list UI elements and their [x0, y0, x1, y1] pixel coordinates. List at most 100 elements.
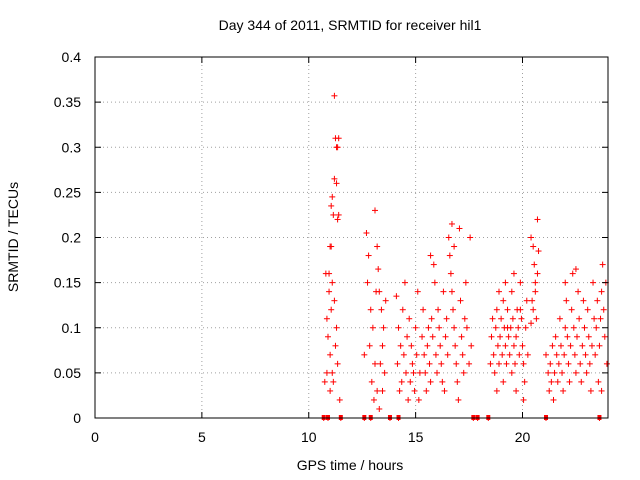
data-point	[394, 360, 401, 367]
data-point	[499, 351, 506, 358]
data-point	[420, 306, 427, 313]
data-point	[379, 387, 386, 394]
data-point	[518, 315, 525, 322]
data-point	[583, 369, 590, 376]
data-point	[396, 387, 403, 394]
data-point	[437, 342, 444, 349]
data-point	[563, 297, 570, 304]
data-point	[426, 360, 433, 367]
data-point	[594, 297, 601, 304]
data-point	[397, 342, 404, 349]
data-point	[329, 193, 336, 200]
data-point	[460, 369, 467, 376]
data-point	[493, 387, 500, 394]
data-point	[331, 175, 338, 182]
data-point	[374, 387, 381, 394]
data-point	[506, 351, 513, 358]
data-point	[503, 360, 510, 367]
data-point	[461, 315, 468, 322]
y-tick-label: 0.25	[54, 184, 81, 200]
data-point	[456, 225, 463, 232]
data-point	[445, 234, 452, 241]
data-point	[572, 369, 579, 376]
data-point	[519, 342, 526, 349]
data-point	[375, 266, 382, 273]
data-point	[556, 315, 563, 322]
data-point	[559, 369, 566, 376]
data-point	[528, 320, 535, 327]
data-point	[364, 279, 371, 286]
data-point	[326, 270, 333, 277]
data-point	[457, 297, 464, 304]
data-point	[570, 324, 577, 331]
data-point	[328, 243, 335, 250]
data-point	[393, 293, 400, 300]
data-point	[329, 279, 336, 286]
data-point	[323, 315, 330, 322]
data-point	[380, 324, 387, 331]
data-point	[372, 207, 379, 214]
data-point	[516, 351, 523, 358]
data-point	[598, 387, 605, 394]
data-point	[488, 333, 495, 340]
data-point	[432, 351, 439, 358]
data-point	[600, 306, 607, 313]
data-point	[593, 324, 600, 331]
data-point	[553, 351, 560, 358]
data-point	[551, 369, 558, 376]
data-point	[330, 211, 337, 218]
chart-title: Day 344 of 2011, SRMTID for receiver hil…	[219, 17, 482, 33]
data-point	[467, 234, 474, 241]
data-point	[463, 324, 470, 331]
data-point	[560, 387, 567, 394]
data-point	[329, 369, 336, 376]
data-point	[512, 360, 519, 367]
data-point	[335, 135, 342, 142]
data-point	[453, 360, 460, 367]
data-point	[557, 342, 564, 349]
data-point	[446, 252, 453, 259]
data-point	[459, 351, 466, 358]
data-point	[369, 324, 376, 331]
data-point	[577, 360, 584, 367]
data-point	[366, 342, 373, 349]
data-point	[495, 288, 502, 295]
data-point	[400, 351, 407, 358]
data-point	[415, 396, 422, 403]
data-point	[370, 396, 377, 403]
data-point	[569, 270, 576, 277]
data-point	[440, 288, 447, 295]
data-point	[502, 342, 509, 349]
y-tick-label: 0.1	[62, 320, 82, 336]
data-point	[332, 342, 339, 349]
data-point	[376, 405, 383, 412]
data-point	[379, 342, 386, 349]
data-point	[555, 360, 562, 367]
data-point	[572, 266, 579, 273]
data-point	[416, 369, 423, 376]
data-point	[517, 279, 524, 286]
x-tick-label: 5	[198, 429, 206, 445]
data-point	[324, 333, 331, 340]
y-tick-label: 0.15	[54, 275, 81, 291]
data-point	[595, 378, 602, 385]
data-point	[328, 202, 335, 209]
data-point	[448, 288, 455, 295]
data-point	[367, 306, 374, 313]
data-point	[462, 279, 469, 286]
data-point	[468, 342, 475, 349]
data-point	[458, 333, 465, 340]
data-point	[490, 351, 497, 358]
data-point	[568, 306, 575, 313]
x-tick-label: 0	[91, 429, 99, 445]
data-point	[455, 396, 462, 403]
data-point	[566, 378, 573, 385]
data-point	[429, 333, 436, 340]
data-point	[411, 387, 418, 394]
data-point	[530, 306, 537, 313]
data-point	[466, 360, 473, 367]
data-point	[548, 378, 555, 385]
data-point	[365, 252, 372, 259]
data-point	[508, 369, 515, 376]
data-point	[509, 315, 516, 322]
